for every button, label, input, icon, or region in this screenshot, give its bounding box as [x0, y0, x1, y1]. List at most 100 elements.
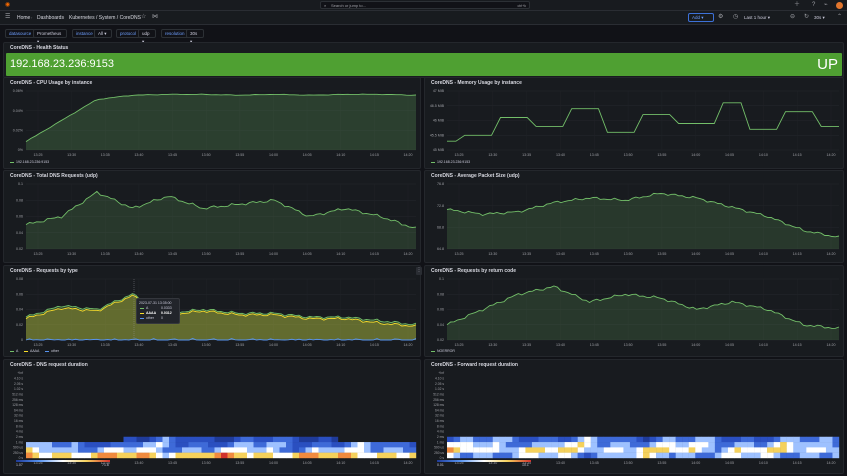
legend-label[interactable]: 192.168.23.236:9153: [437, 160, 471, 164]
settings-icon[interactable]: ⚙: [718, 14, 724, 20]
cpu-usage-panel[interactable]: CoreDNS - CPU Usage by instance 0.06% 0.0…: [3, 77, 421, 169]
legend-label-other[interactable]: other: [51, 349, 59, 353]
panel-title: CoreDNS - Memory Usage by instance: [431, 80, 522, 86]
heatmap-cell: [714, 452, 722, 459]
x-tick-label: 13:45: [590, 461, 599, 465]
y-tick-label: 0.04: [16, 231, 23, 235]
var-value-datasource: Prometheus: [37, 31, 62, 36]
heatmap-cell: [169, 436, 176, 443]
x-tick-label: 14:15: [370, 461, 379, 465]
var-select-resolution[interactable]: 30s ▾: [186, 29, 204, 44]
heatmap-cell: [377, 447, 384, 453]
zoom-out-icon[interactable]: ⊖: [790, 14, 796, 20]
x-tick-label: 14:05: [725, 461, 734, 465]
heatmap-cell: [538, 447, 546, 453]
y-tick-label: 4 ms: [16, 430, 23, 434]
heatmap-cell: [123, 436, 131, 443]
heatmap-cell: [786, 436, 794, 443]
heatmap-cell: [649, 452, 657, 459]
heatmap-cell: [518, 452, 526, 459]
collapse-icon[interactable]: ⌃: [837, 14, 843, 20]
legend-label[interactable]: NOERROR: [437, 349, 455, 353]
heatmap-cell: [597, 436, 604, 443]
refresh-interval[interactable]: 30s ▾: [814, 15, 825, 20]
refresh-icon[interactable]: ↻: [804, 14, 810, 20]
share-icon[interactable]: ⋈: [152, 14, 158, 20]
tooltip-swatch-a: [140, 308, 144, 309]
heatmap-cell: [453, 452, 461, 459]
heatmap-cell: [318, 452, 326, 459]
legend-label-aaaa[interactable]: AAAA: [30, 349, 40, 353]
dns-duration-panel[interactable]: CoreDNS - DNS request duration +Inf 4.10 …: [3, 359, 421, 474]
requests-by-rcode-panel[interactable]: CoreDNS - Requests by return code 0.1 0.0…: [424, 265, 844, 357]
var-select-protocol[interactable]: udp ▾: [138, 29, 156, 44]
x-tick-label: 13:45: [168, 153, 177, 157]
heatmap-cell: [708, 447, 716, 453]
y-tick-label: 256 ms: [12, 398, 23, 402]
heatmap-cell: [603, 436, 611, 443]
heatmap-cell: [240, 452, 248, 459]
grafana-logo-icon[interactable]: ◉: [5, 2, 11, 8]
memory-usage-panel[interactable]: CoreDNS - Memory Usage by instance 47 Mi…: [424, 77, 844, 169]
heatmap-cell: [538, 442, 546, 448]
heatmap-cell: [65, 452, 72, 459]
heatmap-cell: [564, 452, 572, 459]
requests-by-type-panel[interactable]: CoreDNS - Requests by type 0.08 0.06 0.04 0…: [3, 265, 421, 357]
breadcrumb-home[interactable]: Home: [17, 15, 31, 21]
heatmap-cell: [305, 447, 313, 453]
heatmap-cell: [636, 447, 644, 453]
heatmap-cell: [305, 436, 313, 443]
heatmap-cell: [486, 442, 493, 448]
x-tick-label: 14:20: [827, 153, 836, 157]
var-select-datasource[interactable]: Prometheus ▾: [33, 29, 67, 44]
help-icon[interactable]: ?: [812, 2, 816, 8]
heatmap-cell: [447, 442, 454, 448]
requests-by-type-chart[interactable]: 0.08 0.06 0.04 0.02 0 13:25 13:30 13:35 13:40 13:…: [4, 266, 421, 357]
heatmap-cell: [531, 452, 539, 459]
add-button[interactable]: Add ▾: [688, 13, 714, 22]
heatmap-cell: [675, 442, 683, 448]
menu-icon[interactable]: ☰: [5, 14, 11, 20]
heatmap-cell: [832, 447, 840, 453]
heatmap-cell: [409, 442, 417, 448]
heatmap-cell: [312, 442, 319, 448]
breadcrumb-dashboards[interactable]: Dashboards: [37, 15, 64, 21]
avg-packet-size-chart[interactable]: 76.8 72.8 68.8 64.8 13:25 13:30 13:35 13:40 13:4…: [425, 171, 844, 263]
legend-label[interactable]: 192.168.23.236:9153: [16, 160, 50, 164]
time-picker[interactable]: Last 1 hour ▾: [744, 15, 771, 20]
series-line: [25, 190, 417, 228]
legend-swatch-other: [45, 351, 49, 352]
avg-packet-size-panel[interactable]: CoreDNS - Average Packet Size (udp) 76.8…: [424, 170, 844, 263]
y-tick-label: 0.1: [439, 277, 444, 281]
star-icon[interactable]: ☆: [141, 14, 147, 20]
news-icon[interactable]: ⌁: [824, 2, 828, 8]
heatmap-cell: [656, 436, 663, 443]
clock-icon[interactable]: ◷: [733, 14, 739, 20]
total-dns-requests-panel[interactable]: CoreDNS - Total DNS Requests (udp) 0.1 0.…: [3, 170, 421, 263]
heatmap-cell: [767, 452, 774, 459]
cpu-usage-chart[interactable]: 0.06% 0.04% 0.02% 0% 13:25 13:30 13:35 13:40 13:…: [4, 78, 421, 169]
search-bar[interactable]: ⌕ Search or jump to... ctrl+k: [320, 1, 530, 9]
heatmap-cell: [32, 452, 40, 459]
heatmap-cell: [149, 442, 157, 448]
heatmap-cell: [727, 452, 735, 459]
heatmap-cell: [656, 452, 663, 459]
heatmap-cell: [182, 447, 189, 453]
x-tick-label: 14:00: [269, 343, 278, 347]
x-tick-label: 13:35: [522, 252, 531, 256]
panel-menu-icon[interactable]: ⋮: [416, 267, 422, 275]
heatmap-cell: [754, 447, 761, 453]
forward-duration-panel[interactable]: CoreDNS - Forward request duration +Inf 4…: [424, 359, 844, 474]
heatmap-cell: [338, 452, 345, 459]
requests-by-rcode-chart[interactable]: 0.1 0.08 0.06 0.04 0.02 13:25 13:30 13:35 13:40 1…: [425, 266, 844, 357]
heatmap-cell: [370, 447, 378, 453]
avatar[interactable]: [836, 2, 843, 9]
legend-label-a[interactable]: A: [16, 349, 19, 353]
x-tick-label: 13:25: [455, 461, 464, 465]
plus-icon[interactable]: ＋: [794, 2, 801, 8]
memory-usage-chart[interactable]: 47 MiB 46.5 MiB 46 MiB 45.5 MiB 45 MiB 13:25 1…: [425, 78, 844, 169]
var-select-instance[interactable]: All ▾: [94, 29, 112, 38]
total-dns-requests-chart[interactable]: 0.1 0.08 0.06 0.04 0.02 13:25 13:30 13:35 13:40 1…: [4, 171, 421, 263]
